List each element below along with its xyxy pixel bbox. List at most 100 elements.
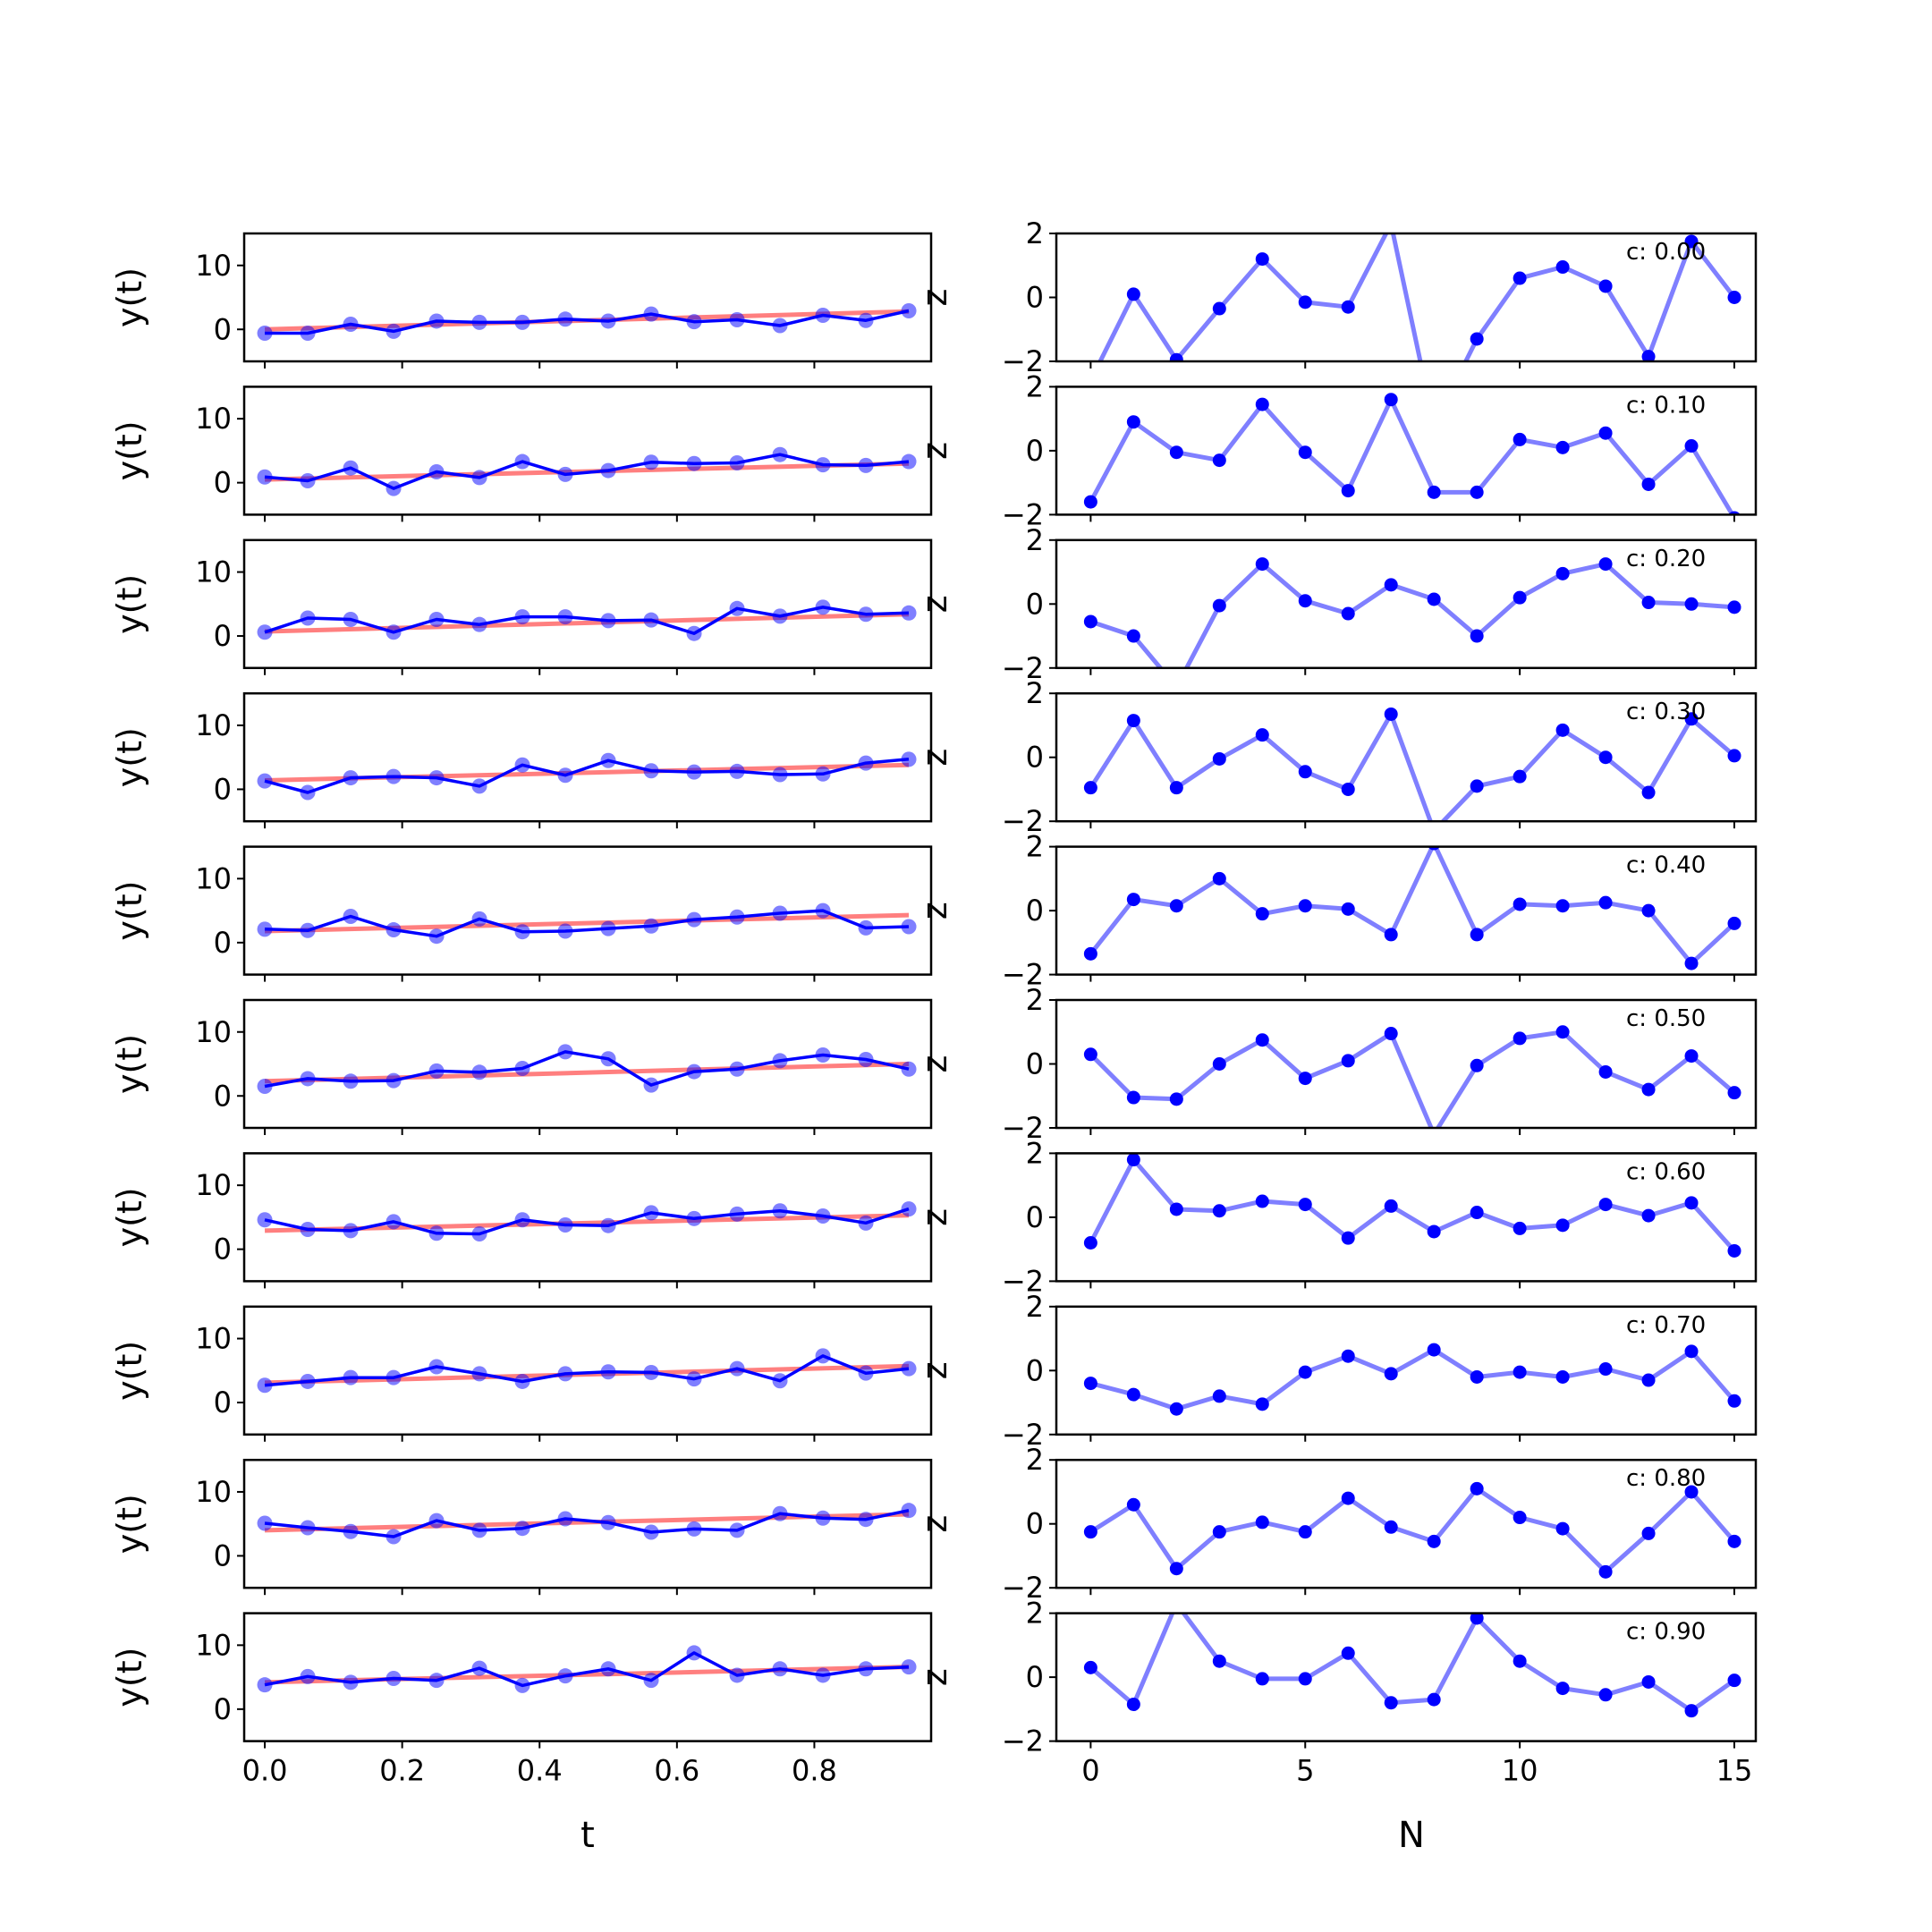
c-value-label: c: 0.80 xyxy=(1626,1465,1706,1492)
series-point xyxy=(1556,1370,1570,1384)
series-point xyxy=(1728,291,1741,304)
right-plot-area xyxy=(1084,708,1741,837)
series-point xyxy=(1127,1091,1140,1105)
series-point xyxy=(1556,899,1570,912)
series-point xyxy=(1342,1054,1355,1067)
series-point xyxy=(1513,1031,1527,1045)
series-point xyxy=(1299,765,1312,778)
series-point xyxy=(1513,1655,1527,1668)
series-point xyxy=(1556,1218,1570,1232)
right-panel-5: −202c: 0.50 xyxy=(1002,983,1756,1145)
right-y-axis-label: z xyxy=(915,1361,954,1379)
series-point xyxy=(1685,1344,1699,1358)
series-point xyxy=(1513,272,1527,285)
series-point xyxy=(1513,1511,1527,1524)
series-point xyxy=(1642,1209,1656,1223)
series-point xyxy=(1299,1672,1312,1685)
right-y-axis-label: z xyxy=(915,1668,954,1686)
y-tick-label: 0 xyxy=(1026,1047,1044,1081)
series-point xyxy=(1470,1482,1484,1496)
left-axes-frame xyxy=(244,693,931,821)
series-point xyxy=(1728,600,1741,614)
series-line xyxy=(1090,1032,1734,1134)
series-line xyxy=(1090,1350,1734,1409)
series-point xyxy=(1556,567,1570,580)
right-plot-area xyxy=(1084,1597,1741,1717)
series-point xyxy=(1213,752,1226,766)
y-tick-label: 0 xyxy=(1026,741,1044,775)
series-point xyxy=(1170,1562,1183,1575)
left-panel-4: 010y(t) z xyxy=(110,847,954,982)
series-point xyxy=(1256,398,1269,411)
right-panel-4: −2 0 2 c: 0.40 xyxy=(1002,830,1756,992)
right-y-axis-label: z xyxy=(915,1208,954,1226)
y-tick-label: 2 xyxy=(1026,1136,1044,1170)
x-tick-label: 5 xyxy=(1296,1754,1314,1788)
right-y-axis-label: z xyxy=(915,289,954,307)
series-point xyxy=(1470,779,1484,792)
x-tick-label: 0.6 xyxy=(654,1754,699,1788)
left-plot-area xyxy=(258,447,917,496)
c-value-label: c: 0.10 xyxy=(1626,392,1706,419)
right-panel-9: −2 0 2 0 5 10 15 c: 0.90 xyxy=(1002,1597,1756,1788)
series-point xyxy=(1127,287,1140,301)
x-tick-label: 0.0 xyxy=(242,1754,288,1788)
series-point xyxy=(1385,1521,1398,1534)
series-point xyxy=(1385,578,1398,591)
series-point xyxy=(1685,1704,1699,1717)
left-panel-2: 010y(t) z xyxy=(110,540,954,675)
series-point xyxy=(1642,596,1656,609)
x-tick-label: 0.2 xyxy=(379,1754,425,1788)
series-point xyxy=(1385,217,1398,231)
series-point xyxy=(1428,1224,1441,1238)
right-panel-3: −202c: 0.30 xyxy=(1002,676,1756,838)
series-point xyxy=(1084,781,1097,794)
series-point xyxy=(1599,1688,1613,1701)
series-point xyxy=(1299,899,1312,912)
left-y-axis-label: y(t) xyxy=(110,1187,149,1247)
series-point xyxy=(1127,1498,1140,1512)
y-tick-label: 0 xyxy=(214,1233,232,1267)
y-tick-label: 2 xyxy=(1026,676,1044,710)
right-plot-area xyxy=(1084,557,1741,694)
y-tick-label: 2 xyxy=(1026,1597,1044,1631)
series-point xyxy=(1084,1661,1097,1674)
series-point xyxy=(1342,1492,1355,1505)
y-tick-label: −2 xyxy=(1002,1724,1044,1758)
x-tick-label: 0.8 xyxy=(792,1754,837,1788)
series-point xyxy=(1299,1072,1312,1085)
x-tick-label: 0.4 xyxy=(517,1754,563,1788)
series-point xyxy=(1385,708,1398,721)
series-point xyxy=(1685,1049,1699,1063)
series-point xyxy=(1470,1206,1484,1219)
series-point xyxy=(1256,1397,1269,1411)
left-y-axis-label: y(t) xyxy=(110,1341,149,1401)
series-point xyxy=(1213,872,1226,886)
series-point xyxy=(1213,599,1226,613)
series-point xyxy=(1170,899,1183,912)
series-point xyxy=(1556,1025,1570,1038)
left-y-axis-label: y(t) xyxy=(110,1034,149,1094)
series-point xyxy=(1428,486,1441,499)
series-point xyxy=(1470,1370,1484,1384)
y-tick-label: 0 xyxy=(1026,281,1044,315)
series-point xyxy=(1385,1027,1398,1040)
series-point xyxy=(1428,419,1441,432)
y-tick-label: 0 xyxy=(214,1692,232,1726)
y-tick-label: 0 xyxy=(214,1385,232,1419)
series-point xyxy=(1385,1199,1398,1213)
y-tick-label: 10 xyxy=(195,861,232,895)
series-point xyxy=(1256,1515,1269,1529)
series-point xyxy=(1084,374,1097,387)
series-point xyxy=(1728,1394,1741,1408)
series-point xyxy=(1127,1153,1140,1166)
series-point xyxy=(1342,484,1355,497)
series-point xyxy=(1728,1674,1741,1687)
series-point xyxy=(1299,1198,1312,1211)
left-panel-5: 0 10 y(t) z xyxy=(110,1000,954,1135)
right-plot-area xyxy=(1084,1025,1741,1140)
series-point xyxy=(1084,1047,1097,1061)
series-point xyxy=(1685,597,1699,611)
left-panel-6: 010y(t) z xyxy=(110,1153,954,1288)
